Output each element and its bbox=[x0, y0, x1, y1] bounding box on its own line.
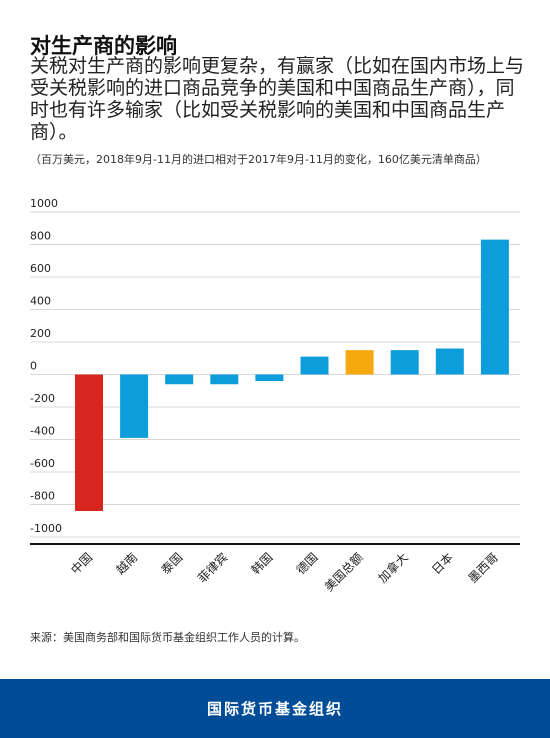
y-tick-label: 600 bbox=[30, 262, 51, 275]
bar-chart: 1000 800 600 400 200 0 -200 -400 -600 -800 -1000 中国… bbox=[30, 197, 520, 594]
x-tick-label: 泰国 bbox=[158, 550, 185, 577]
y-tick-label: 0 bbox=[30, 360, 37, 373]
bar bbox=[345, 350, 374, 375]
chart-title: 对生产商的影响 bbox=[30, 34, 177, 58]
bar bbox=[390, 350, 419, 375]
y-tick-label: -800 bbox=[30, 490, 55, 503]
bar bbox=[435, 348, 464, 375]
x-tick-label: 菲律宾 bbox=[194, 550, 230, 586]
chart-subtitle: 关税对生产商的影响更复杂，有赢家（比如在国内市场上与受关税影响的进口商品竞争的美… bbox=[30, 55, 525, 143]
bar bbox=[255, 374, 284, 381]
y-tick-label: 800 bbox=[30, 230, 51, 243]
footer-banner: 国际货币基金组织 bbox=[0, 679, 550, 738]
bar bbox=[75, 374, 103, 511]
bar bbox=[120, 374, 149, 438]
y-tick-label: 400 bbox=[30, 295, 51, 308]
y-tick-label: -400 bbox=[30, 425, 55, 438]
bar bbox=[300, 356, 329, 375]
footer-org-name: 国际货币基金组织 bbox=[206, 700, 343, 718]
source-note: 来源：美国商务部和国际货币基金组织工作人员的计算。 bbox=[30, 631, 305, 644]
x-tick-label: 中国 bbox=[68, 550, 96, 578]
x-tick-label: 加拿大 bbox=[375, 550, 411, 586]
x-tick-label: 韩国 bbox=[248, 550, 276, 578]
x-tick-label: 德国 bbox=[293, 550, 321, 578]
x-tick-label: 美国总额 bbox=[322, 550, 366, 594]
unit-note: （百万美元，2018年9月-11月的进口相对于2017年9月-11月的变化，16… bbox=[30, 153, 487, 166]
x-tick-label: 越南 bbox=[113, 550, 141, 578]
x-tick-label: 墨西哥 bbox=[466, 550, 501, 585]
y-tick-label: -1000 bbox=[30, 522, 62, 535]
x-tick-label: 日本 bbox=[429, 550, 456, 577]
bar bbox=[210, 374, 239, 385]
bar bbox=[165, 374, 194, 385]
bar bbox=[480, 239, 509, 375]
y-tick-label: -200 bbox=[30, 392, 55, 405]
y-tick-label: 200 bbox=[30, 327, 51, 340]
y-tick-label: -600 bbox=[30, 457, 55, 470]
y-tick-label: 1000 bbox=[30, 197, 58, 210]
